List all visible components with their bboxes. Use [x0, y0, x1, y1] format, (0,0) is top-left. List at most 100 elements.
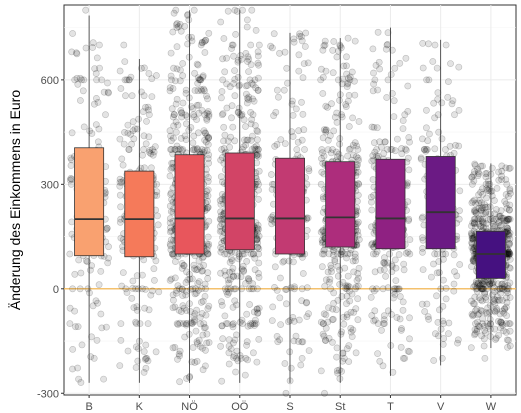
data-point [199, 73, 207, 81]
data-point [249, 320, 256, 327]
data-point [92, 121, 100, 128]
data-point [376, 138, 383, 146]
data-point [319, 320, 327, 327]
data-point [153, 180, 160, 188]
data-point [224, 320, 232, 327]
data-point [254, 146, 262, 153]
data-point [89, 302, 97, 310]
data-point [495, 212, 503, 220]
data-point [140, 92, 148, 100]
data-point [105, 254, 112, 262]
data-point [225, 279, 233, 287]
data-point [254, 150, 262, 158]
data-point [482, 293, 490, 301]
data-point [191, 69, 198, 77]
data-point [217, 156, 225, 164]
data-point [249, 349, 257, 357]
data-point [452, 141, 459, 149]
data-point [301, 43, 309, 50]
data-point [190, 132, 198, 140]
data-point [179, 99, 187, 107]
data-point [476, 281, 484, 289]
data-point [439, 340, 447, 348]
data-point [492, 334, 500, 342]
data-point [371, 307, 379, 315]
data-point [391, 256, 399, 264]
data-point [397, 343, 405, 351]
data-point [200, 85, 208, 93]
data-point [471, 282, 479, 289]
data-point [147, 291, 155, 299]
data-point [242, 50, 250, 57]
data-point [169, 150, 177, 158]
data-point [449, 97, 457, 104]
data-point [490, 307, 498, 315]
data-point [84, 285, 92, 293]
data-point [478, 320, 486, 327]
data-point [167, 190, 174, 198]
data-point [166, 215, 174, 222]
data-point [169, 28, 177, 36]
data-point [453, 272, 461, 280]
data-point [274, 338, 282, 346]
data-point [80, 76, 88, 84]
data-point [66, 250, 74, 258]
data-point [354, 191, 362, 199]
data-point [421, 308, 429, 315]
data-point [471, 331, 478, 339]
data-point [474, 322, 482, 330]
data-point [368, 240, 376, 248]
data-point [188, 319, 196, 327]
data-point [219, 110, 227, 117]
data-point [149, 151, 157, 159]
data-point [396, 293, 404, 300]
data-point [338, 113, 346, 121]
data-point [352, 349, 360, 357]
data-point [479, 218, 487, 226]
data-point [142, 341, 150, 349]
data-point [119, 269, 127, 276]
data-point [322, 67, 330, 75]
data-point [454, 336, 462, 344]
data-point [501, 281, 509, 288]
data-point [388, 268, 396, 275]
data-point [468, 263, 475, 270]
data-point [198, 285, 206, 292]
data-point [176, 285, 183, 293]
data-point [456, 187, 464, 195]
data-point [198, 38, 206, 46]
data-point [240, 266, 247, 274]
data-point [222, 320, 230, 327]
data-point [267, 171, 275, 178]
data-point [242, 82, 250, 90]
data-point [381, 138, 389, 146]
data-point [245, 277, 253, 285]
data-point [474, 165, 481, 173]
data-point [221, 267, 229, 275]
data-point [167, 49, 175, 57]
data-point [332, 306, 340, 314]
data-point [191, 87, 199, 94]
data-point [125, 146, 133, 153]
data-point [182, 90, 190, 97]
data-point [328, 338, 336, 346]
data-point [255, 335, 263, 343]
data-point [203, 109, 211, 117]
data-point [226, 268, 233, 276]
data-point [482, 170, 489, 178]
data-point [183, 113, 191, 121]
data-point [395, 285, 403, 293]
data-point [299, 338, 307, 346]
data-point [197, 86, 205, 93]
data-point [474, 311, 482, 319]
data-point [450, 287, 458, 295]
data-point [390, 97, 398, 105]
data-point [325, 278, 333, 286]
data-point [339, 278, 347, 286]
data-point [197, 41, 205, 49]
data-point [167, 189, 175, 197]
data-point [198, 107, 206, 114]
data-point [505, 336, 512, 344]
data-point [297, 361, 305, 369]
data-point [204, 134, 212, 142]
